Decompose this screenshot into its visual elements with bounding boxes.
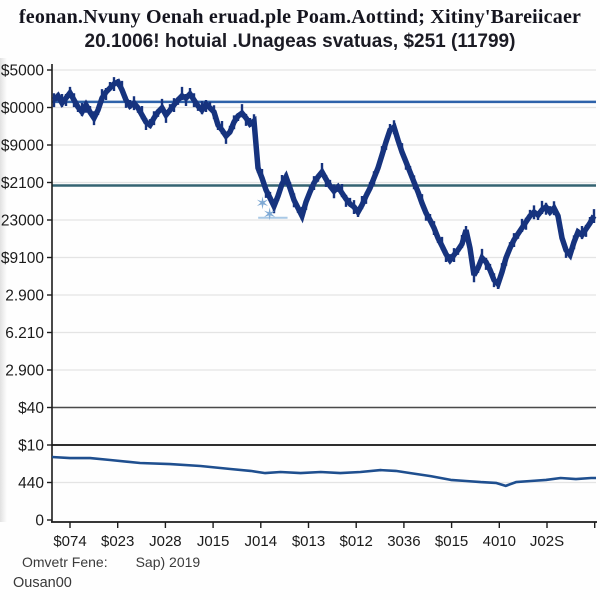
x-axis-label: $015 [435, 533, 468, 550]
y-axis-label: $0000 [1, 100, 44, 117]
lower-indicator-line [51, 455, 596, 488]
x-axis-label: $023 [101, 533, 134, 550]
y-axis-label: 23000 [1, 213, 44, 230]
x-axis-label: J028 [149, 533, 182, 550]
x-axis-label: J015 [197, 533, 230, 550]
y-axis-label: $40 [18, 400, 44, 417]
x-axis-label: $012 [340, 533, 373, 550]
footer-line2: Ousan00 [13, 575, 72, 591]
footer-source-label: Omvetr Fene: [22, 554, 108, 570]
left-edge-artifact [0, 58, 7, 522]
chart-title-line2: 20.1006! hotuial .Unageas svatuas, $251 … [84, 31, 516, 52]
chart-title-line1: feonan.Nvuny Oenah eruad.ple Poam.Aottin… [18, 6, 582, 28]
y-axis-label: $5000 [1, 63, 44, 80]
star-marker: ✶ [255, 194, 269, 213]
x-axis-label: 4010 [483, 533, 516, 550]
x-axis-label: $013 [292, 533, 325, 550]
y-axis-label: 2.900 [5, 363, 44, 380]
y-axis-label: $9000 [1, 138, 44, 155]
y-axis-label: $2100 [1, 175, 44, 192]
y-axis-label: 6.210 [5, 325, 44, 342]
x-axis-label: J014 [245, 533, 278, 550]
y-axis-label: $10 [18, 438, 44, 455]
y-axis-label: 0 [35, 513, 44, 530]
x-axis-label: 3036 [387, 533, 420, 550]
price-line [52, 78, 597, 290]
x-axis-label: $074 [53, 533, 86, 550]
footer-date-label: Sap) 2019 [135, 554, 201, 570]
footer-line1: Omvetr Fene: Sap) 2019 [22, 554, 200, 570]
y-axis-label: 2.900 [5, 288, 44, 305]
x-axis-label: J02S [530, 533, 564, 550]
y-axis-label: 440 [18, 475, 44, 492]
star-marker: ✶ [262, 205, 276, 224]
y-axis-label: $9100 [1, 250, 44, 267]
